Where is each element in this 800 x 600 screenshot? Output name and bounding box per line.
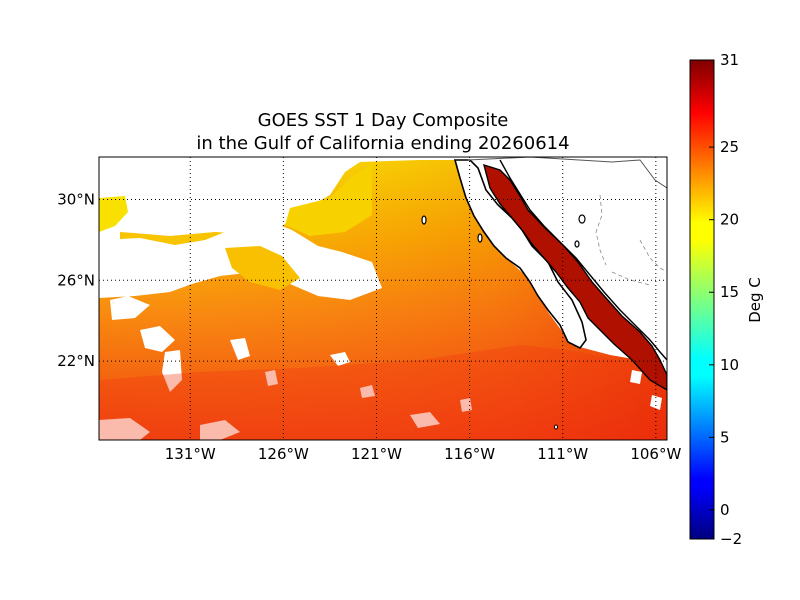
lon-tick-label: 116°W	[444, 445, 495, 463]
graticule	[99, 157, 667, 440]
map-frame	[98, 156, 668, 441]
lon-tick-label: 111°W	[537, 445, 588, 463]
lon-tick-label: 131°W	[165, 445, 216, 463]
guadalupe-island	[421, 215, 427, 225]
map-title-line-2: in the Gulf of California ending 2026061…	[196, 133, 570, 154]
lon-tick-label: 121°W	[351, 445, 402, 463]
colorbar-label: Deg C	[746, 277, 764, 323]
lat-tick-label: 22°N	[57, 352, 95, 370]
colorbar-tick-label: 5	[720, 428, 730, 446]
gulf-of-california	[484, 165, 667, 390]
colorbar-tick-label: 20	[720, 211, 739, 229]
axis-labels: 131°W 126°W 121°W 116°W 111°W 106°W 30°N 26°N 22…	[57, 190, 681, 463]
ocean-patch-northwest	[99, 196, 128, 232]
baja-california-land	[453, 159, 587, 350]
sst-map-area	[99, 157, 667, 440]
lat-tick-label: 26°N	[57, 271, 95, 289]
colorbar-tick-label: 31	[720, 51, 739, 69]
lon-tick-label: 126°W	[258, 445, 309, 463]
colorbar-tick-label: 0	[720, 501, 730, 519]
colorbar-tick-label: 25	[720, 138, 739, 156]
colorbar-tick-label: 15	[720, 283, 739, 301]
colorbar-ticks: 31 25 20 15 10 5 0 −2	[709, 51, 742, 548]
cedros-island	[477, 233, 483, 243]
map-title-line-1: GOES SST 1 Day Composite	[257, 110, 509, 131]
lon-tick-label: 106°W	[630, 445, 681, 463]
lat-tick-label: 30°N	[57, 190, 95, 208]
state-boundaries	[595, 194, 667, 286]
colorbar	[689, 59, 715, 540]
colorbar-tick-label: 10	[720, 356, 739, 374]
ocean-patch-north	[285, 164, 372, 236]
tiburon-island	[578, 214, 586, 224]
mexico-mainland	[500, 160, 667, 360]
colorbar-tick-label: −2	[720, 530, 742, 548]
